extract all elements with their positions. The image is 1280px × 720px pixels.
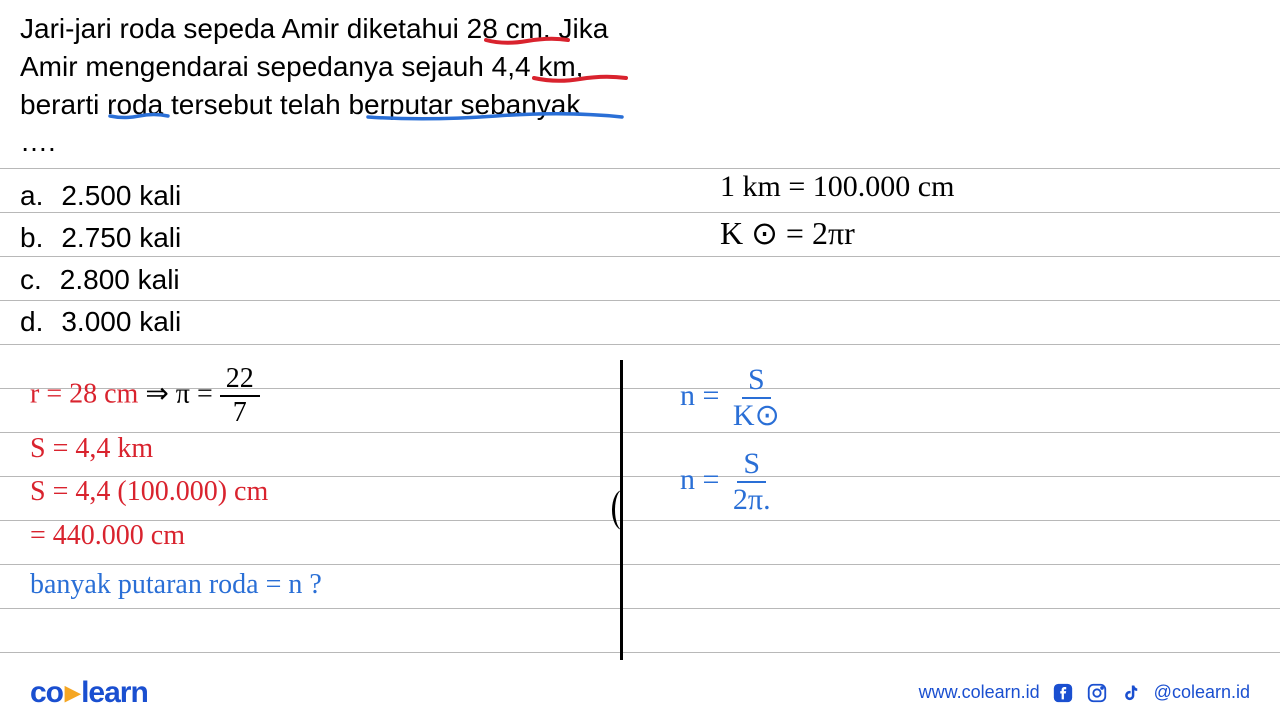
- opt-letter: a.: [20, 175, 43, 217]
- tiktok-icon: [1120, 682, 1142, 704]
- underline-red-2: [532, 74, 628, 84]
- wl-frac: 22 7: [220, 365, 260, 427]
- note-km: 1 km = 100.000 cm: [720, 170, 954, 204]
- work-right: n = S K⊙ n = S 2π.: [680, 365, 786, 515]
- wr-eq2-lhs: n =: [680, 463, 727, 496]
- underline-blue-2: [366, 112, 624, 122]
- wr-eq1-num: S: [742, 365, 771, 399]
- facebook-icon: [1052, 682, 1074, 704]
- notes-right: 1 km = 100.000 cm K ⊙ = 2πr: [720, 170, 954, 252]
- footer-right: www.colearn.id @colearn.id: [919, 682, 1250, 704]
- answer-options: a. 2.500 kali b. 2.750 kali c. 2.800 kal…: [20, 175, 181, 343]
- q-l1a: Jari-jari roda sepeda Amir diketahui: [20, 13, 467, 44]
- underline-blue-1: [108, 112, 170, 120]
- opt-text: 2.500 kali: [61, 175, 181, 217]
- wl-r: r =: [30, 378, 69, 409]
- wr-eq2-num: S: [737, 449, 766, 483]
- opt-letter: d.: [20, 301, 43, 343]
- q-l3c: tersebut telah: [163, 89, 348, 120]
- wr-eq1: n = S K⊙: [680, 365, 786, 431]
- option-b: b. 2.750 kali: [20, 217, 181, 259]
- wl-s1: S = 4,4 km: [30, 427, 322, 470]
- option-a: a. 2.500 kali: [20, 175, 181, 217]
- opt-text: 3.000 kali: [61, 301, 181, 343]
- q-dots: ….: [20, 123, 660, 161]
- wl-frac-den: 7: [227, 397, 253, 427]
- colearn-logo: co▸learn: [30, 675, 148, 710]
- opt-letter: c.: [20, 259, 42, 301]
- opt-text: 2.800 kali: [60, 259, 180, 301]
- wr-eq2-den: 2π.: [727, 483, 777, 515]
- work-left: r = 28 cm ⇒ π = 22 7 S = 4,4 km S = 4,4 …: [30, 365, 322, 607]
- underline-red-1: [484, 36, 570, 46]
- logo-dot-icon: ▸: [63, 676, 81, 709]
- footer-url: www.colearn.id: [919, 682, 1040, 703]
- wr-eq2-frac: S 2π.: [727, 449, 777, 515]
- wr-eq1-den: K⊙: [727, 399, 786, 431]
- footer-handle: @colearn.id: [1154, 682, 1250, 703]
- wr-eq2: n = S 2π.: [680, 449, 786, 515]
- option-c: c. 2.800 kali: [20, 259, 181, 301]
- logo-learn: learn: [81, 676, 148, 709]
- footer: co▸learn www.colearn.id @colearn.id: [0, 675, 1280, 710]
- q-l2a: Amir mengendarai sepedanya sejauh: [20, 51, 492, 82]
- wl-frac-num: 22: [220, 365, 260, 397]
- wl-s3: = 440.000 cm: [30, 514, 322, 557]
- wl-arrow: ⇒ π =: [145, 378, 219, 409]
- q-l3a: berarti: [20, 89, 107, 120]
- vertical-divider: [620, 360, 623, 660]
- note-circumference: K ⊙ = 2πr: [720, 214, 954, 252]
- wr-eq1-frac: S K⊙: [727, 365, 786, 431]
- opt-text: 2.750 kali: [61, 217, 181, 259]
- opt-letter: b.: [20, 217, 43, 259]
- wl-s2: S = 4,4 (100.000) cm: [30, 470, 322, 513]
- wr-eq1-lhs: n =: [680, 379, 727, 412]
- wl-rv: 28 cm: [69, 378, 138, 409]
- question-text: Jari-jari roda sepeda Amir diketahui 28 …: [20, 10, 660, 161]
- instagram-icon: [1086, 682, 1108, 704]
- wl-q: banyak putaran roda = n ?: [30, 563, 322, 606]
- logo-co: co: [30, 676, 63, 709]
- option-d: d. 3.000 kali: [20, 301, 181, 343]
